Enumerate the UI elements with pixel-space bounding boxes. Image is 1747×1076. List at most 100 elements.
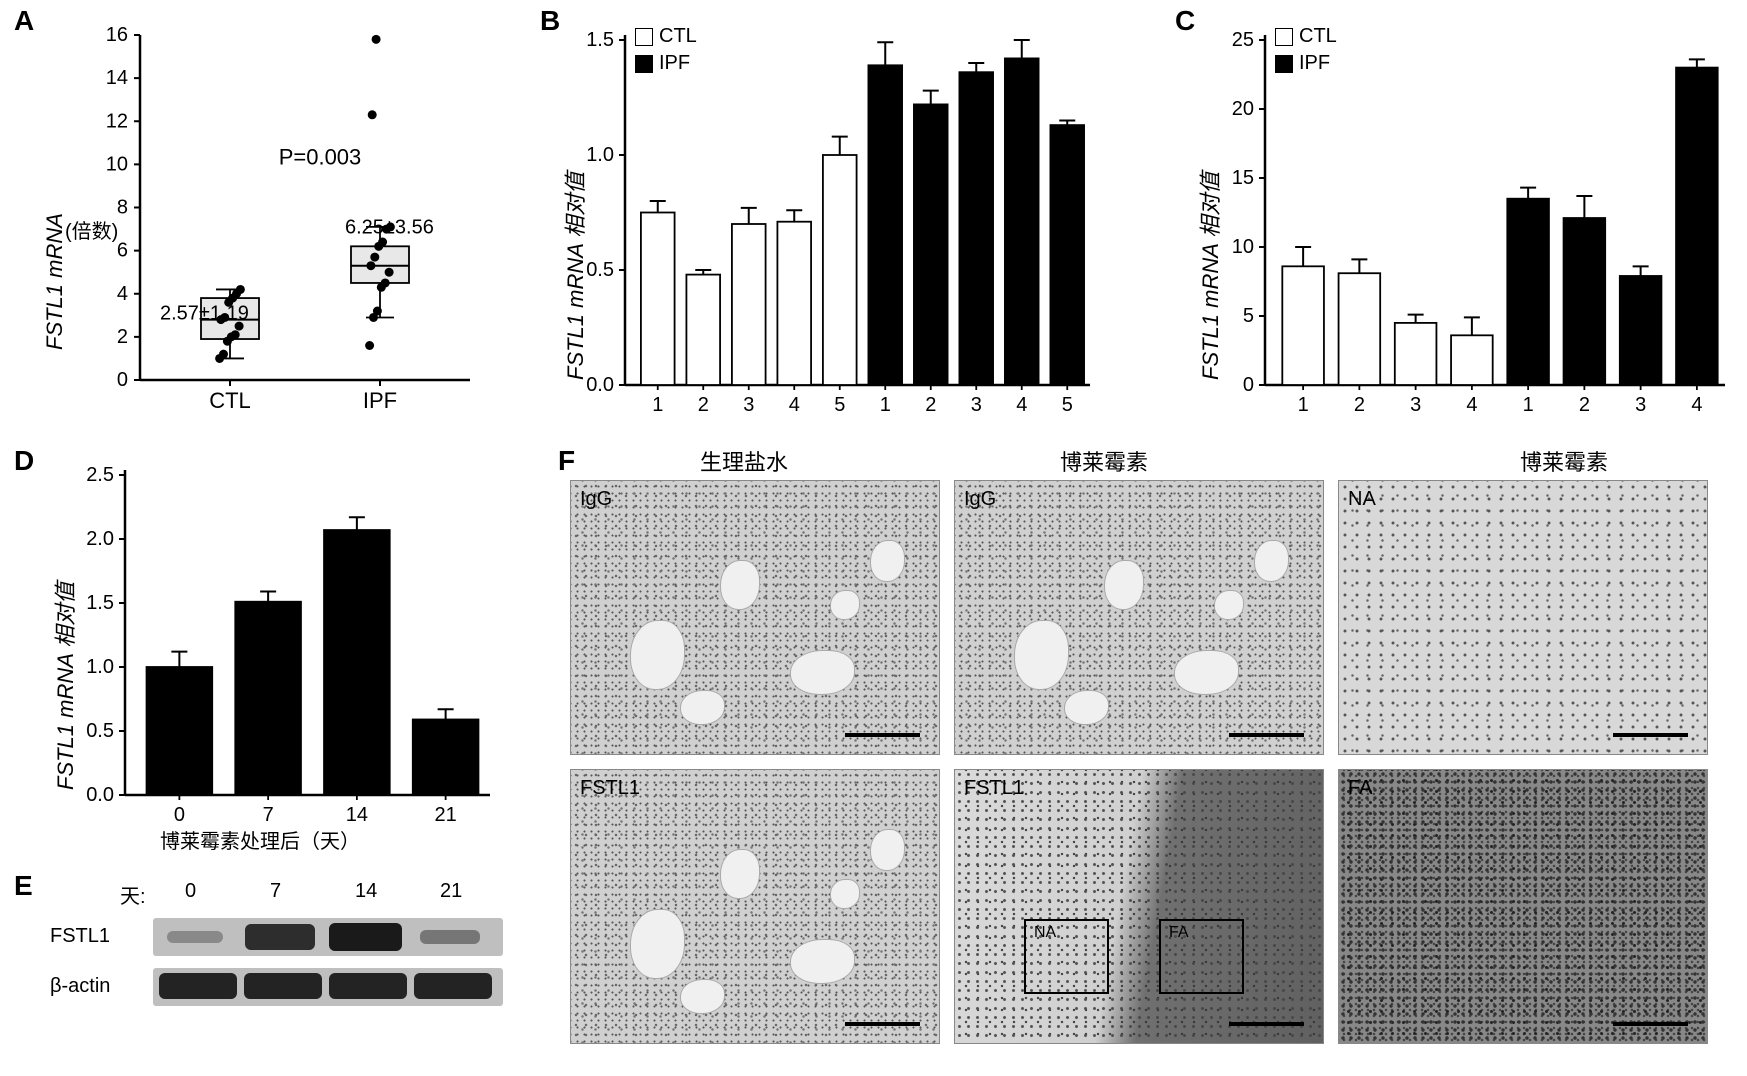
- blot-day-tick: 14: [355, 880, 377, 903]
- vacuole-shape: [720, 849, 760, 899]
- svg-text:10: 10: [106, 153, 128, 175]
- svg-text:3: 3: [971, 394, 982, 416]
- svg-text:20: 20: [1232, 98, 1254, 120]
- legend-item: IPF: [1275, 52, 1337, 75]
- legend-label: IPF: [659, 52, 690, 75]
- svg-text:4: 4: [1016, 394, 1027, 416]
- panel-f-header-saline: 生理盐水: [700, 445, 788, 477]
- histology-tile: [1338, 769, 1708, 1044]
- svg-text:5: 5: [1243, 305, 1254, 327]
- svg-text:4: 4: [1466, 394, 1477, 416]
- panel-b-ylabel: FSTL1 mRNA 相对值: [558, 172, 590, 380]
- svg-text:1: 1: [652, 394, 663, 416]
- panel-d-ylabel: FSTL1 mRNA 相对值: [48, 582, 80, 790]
- vacuole-shape: [790, 650, 855, 695]
- svg-text:1.0: 1.0: [86, 656, 114, 678]
- scale-bar: [845, 733, 920, 737]
- vacuole-shape: [790, 939, 855, 984]
- svg-text:0: 0: [174, 804, 185, 826]
- panel-f-header-bleo-right: 博莱霉素: [1520, 445, 1608, 477]
- histology-tile-label: FA: [1348, 777, 1372, 800]
- legend-swatch: [1275, 55, 1293, 73]
- svg-text:21: 21: [435, 804, 457, 826]
- svg-text:3: 3: [1635, 394, 1646, 416]
- svg-text:IPF: IPF: [363, 388, 397, 413]
- svg-text:1.5: 1.5: [586, 29, 614, 51]
- svg-text:0: 0: [1243, 374, 1254, 396]
- panel-b-legend: CTL IPF: [635, 25, 697, 75]
- blot-band-actin: [414, 973, 492, 999]
- panel-a-chart: 0246810121416CTLIPF 2.57±1.196.25±3.56P=…: [30, 10, 490, 430]
- svg-text:8: 8: [117, 197, 128, 219]
- svg-text:1: 1: [880, 394, 891, 416]
- scale-bar: [1229, 1022, 1304, 1026]
- blot-row-fstl1-label: FSTL1: [50, 925, 110, 948]
- inset-label: FA: [1169, 924, 1189, 942]
- svg-text:14: 14: [106, 67, 128, 89]
- legend-label: IPF: [1299, 52, 1330, 75]
- legend-item: IPF: [635, 52, 697, 75]
- svg-text:1.5: 1.5: [86, 592, 114, 614]
- inset-label: NA: [1034, 924, 1056, 942]
- svg-text:0: 0: [117, 369, 128, 391]
- histology-tile-label: FSTL1: [964, 777, 1024, 800]
- svg-text:0.0: 0.0: [586, 374, 614, 396]
- scale-bar: [845, 1022, 920, 1026]
- svg-text:2: 2: [117, 326, 128, 348]
- panel-d-chart: 0.00.51.01.52.02.5071421 FSTL1 mRNA 相对值 …: [30, 450, 510, 855]
- svg-text:16: 16: [106, 24, 128, 46]
- panel-d-xlabel: 博莱霉素处理后（天）: [160, 825, 360, 854]
- legend-label: CTL: [659, 25, 697, 48]
- vacuole-shape: [720, 560, 760, 610]
- svg-text:2.5: 2.5: [86, 464, 114, 486]
- svg-text:12: 12: [106, 110, 128, 132]
- histology-tile: [570, 480, 940, 755]
- svg-text:2: 2: [1354, 394, 1365, 416]
- svg-text:10: 10: [1232, 236, 1254, 258]
- panel-f-header-bleo: 博莱霉素: [1060, 445, 1148, 477]
- scale-bar: [1613, 1022, 1688, 1026]
- panel-c-legend: CTL IPF: [1275, 25, 1337, 75]
- histology-tile-label: FSTL1: [580, 777, 640, 800]
- svg-text:15: 15: [1232, 167, 1254, 189]
- panel-a-ylabel-sub: (倍数): [65, 215, 118, 244]
- scale-bar: [1613, 733, 1688, 737]
- svg-text:14: 14: [346, 804, 368, 826]
- svg-text:6: 6: [117, 240, 128, 262]
- vacuole-shape: [870, 540, 905, 582]
- svg-text:25: 25: [1232, 29, 1254, 51]
- blot-band-actin: [159, 973, 237, 999]
- blot-day-tick: 21: [440, 880, 462, 903]
- svg-text:0.5: 0.5: [586, 259, 614, 281]
- scale-bar: [1229, 733, 1304, 737]
- panel-c-chart: 051015202512341234 FSTL1 mRNA 相对值 CTLIPF: [1175, 10, 1735, 430]
- legend-item: CTL: [1275, 25, 1337, 48]
- blot-band-fstl1: [167, 931, 224, 943]
- blot-band-fstl1: [420, 930, 480, 945]
- vacuole-shape: [680, 979, 725, 1014]
- svg-text:5: 5: [834, 394, 845, 416]
- svg-text:1: 1: [1298, 394, 1309, 416]
- vacuole-shape: [630, 620, 685, 690]
- vacuole-shape: [1174, 650, 1239, 695]
- blot-band-actin: [244, 973, 322, 999]
- histology-tile: [1338, 480, 1708, 755]
- panel-e-label: E: [14, 870, 33, 902]
- vacuole-shape: [830, 590, 860, 620]
- panel-f-histology: 生理盐水 博莱霉素 博莱霉素 IgGIgGNAFSTL1FSTL1NAFAFA: [570, 445, 1730, 1060]
- svg-text:1.0: 1.0: [586, 144, 614, 166]
- vacuole-shape: [1254, 540, 1289, 582]
- svg-text:4: 4: [789, 394, 800, 416]
- vacuole-shape: [1214, 590, 1244, 620]
- blot-day-tick: 7: [270, 880, 281, 903]
- svg-text:2.57±1.19: 2.57±1.19: [160, 302, 249, 324]
- panel-c-ylabel: FSTL1 mRNA 相对值: [1193, 172, 1225, 380]
- svg-text:2.0: 2.0: [86, 528, 114, 550]
- blot-band-fstl1: [245, 924, 315, 949]
- svg-text:4: 4: [117, 283, 128, 305]
- legend-swatch: [635, 28, 653, 46]
- svg-text:1: 1: [1523, 394, 1534, 416]
- vacuole-shape: [1104, 560, 1144, 610]
- svg-text:6.25±3.56: 6.25±3.56: [345, 216, 434, 238]
- histology-tile-label: IgG: [580, 488, 612, 511]
